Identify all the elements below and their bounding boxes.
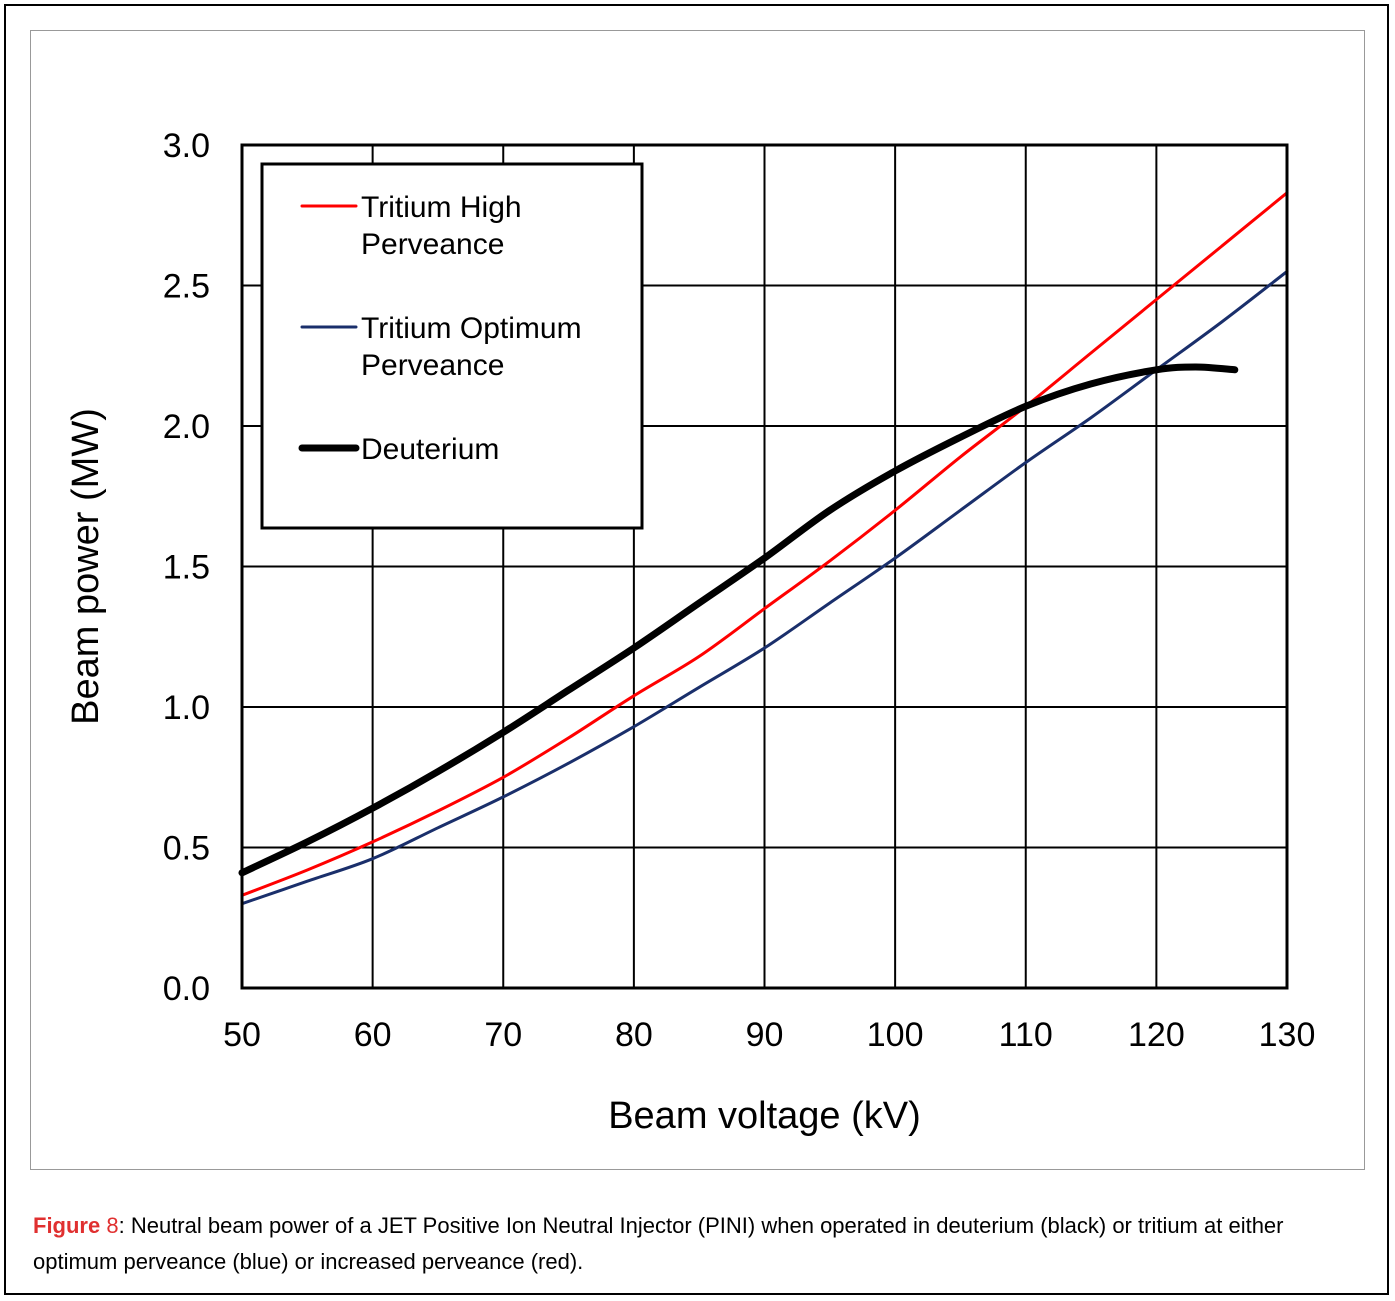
- series-lines: [238, 191, 1289, 906]
- series-line-tritium-optimum-perveance: [240, 270, 1289, 906]
- figure-box: [30, 30, 1365, 1170]
- legend-label: Tritium Optimum: [361, 312, 582, 345]
- series-line-deuterium: [238, 363, 1239, 877]
- beam-power-chart: Tritium High Perveance Tritium Optimum Perv…: [65, 127, 1316, 1137]
- y-tick-label: 1.5: [163, 549, 210, 587]
- x-tick-label: 100: [867, 1016, 924, 1054]
- legend-label: Deuterium: [361, 433, 499, 466]
- x-tick-label: 110: [999, 1016, 1053, 1054]
- y-axis-label: Beam power (MW): [65, 408, 107, 725]
- y-tick-label: 0.0: [163, 970, 210, 1008]
- figure-caption: Figure 8: Neutral beam power of a JET Po…: [33, 1208, 1373, 1280]
- y-tick-label: 2.0: [163, 408, 210, 446]
- x-tick-label: 60: [354, 1016, 392, 1054]
- x-tick-label: 130: [1259, 1016, 1316, 1054]
- legend-label: Perveance: [361, 349, 504, 382]
- series-line-tritium-high-perveance: [240, 191, 1289, 897]
- page-frame: [4, 4, 1389, 1295]
- x-tick-label: 70: [484, 1016, 522, 1054]
- caption-text: : Neutral beam power of a JET Positive I…: [33, 1213, 1284, 1274]
- y-tick-label: 1.0: [163, 689, 210, 727]
- tick-labels: 50 60 70 80 90 100 110 120 130 0.0 0.5 1.0 1.5 2.0 2.5…: [163, 127, 1316, 1054]
- x-tick-label: 120: [1128, 1016, 1185, 1054]
- x-tick-label: 90: [746, 1016, 784, 1054]
- legend-label: Tritium High: [361, 191, 522, 224]
- y-tick-label: 0.5: [163, 830, 210, 868]
- x-tick-label: 50: [223, 1016, 261, 1054]
- x-axis-label: Beam voltage (kV): [608, 1095, 921, 1137]
- legend-box: [260, 162, 644, 530]
- legend-label: Perveance: [361, 228, 504, 261]
- plot-border: [240, 143, 1289, 990]
- figure-label: Figure: [33, 1213, 101, 1238]
- figure-number: 8: [106, 1213, 119, 1238]
- x-tick-label: 80: [615, 1016, 653, 1054]
- y-tick-label: 2.5: [163, 268, 210, 306]
- y-tick-label: 3.0: [163, 127, 210, 165]
- legend: Tritium High Perveance Tritium Optimum Perv…: [260, 162, 644, 530]
